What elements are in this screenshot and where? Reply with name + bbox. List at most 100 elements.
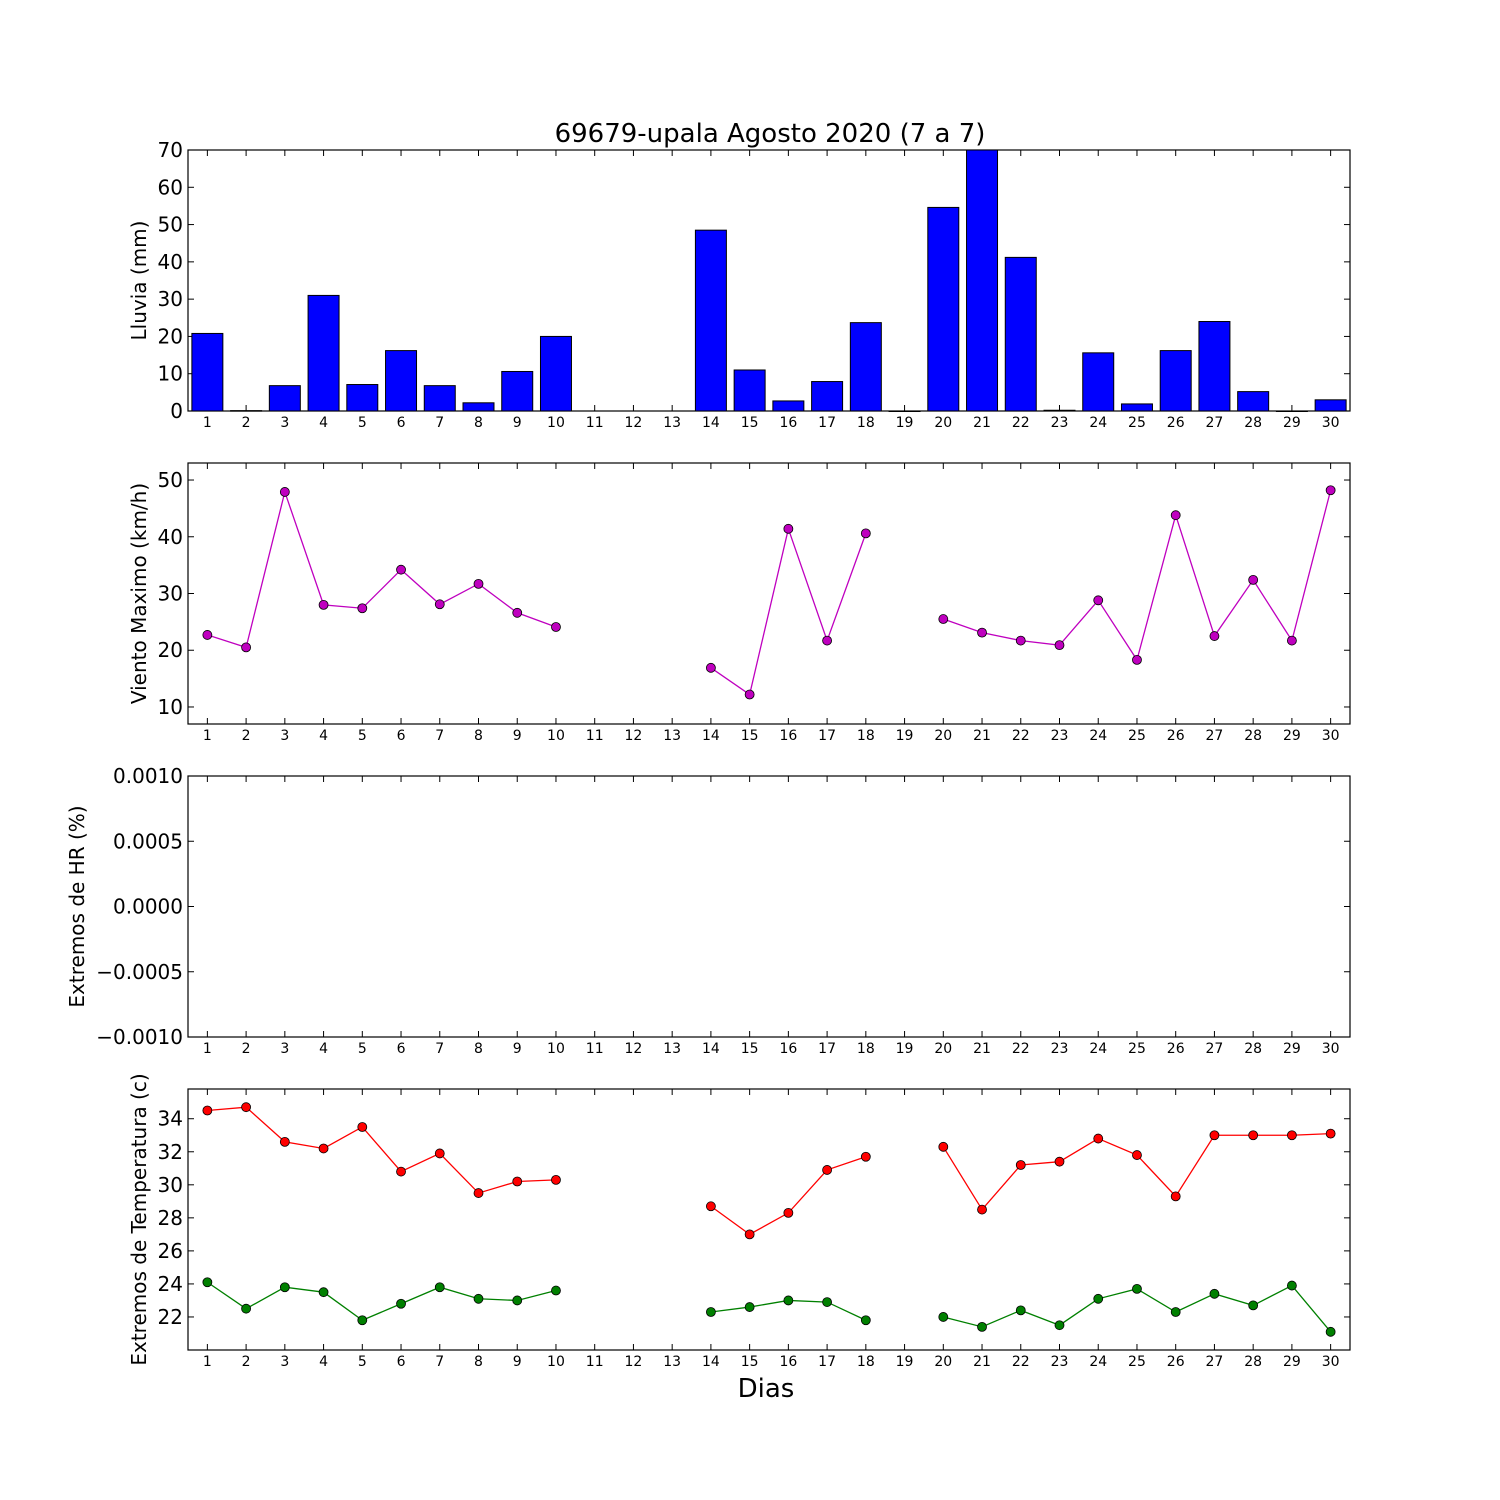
panel-3-xtick-label: 23 <box>1051 1354 1069 1370</box>
panel-1-series-0-point-day-25 <box>1132 654 1142 665</box>
rain-bar-day-10 <box>539 335 572 412</box>
panel-1-series-0-line <box>943 490 1332 662</box>
panel-1-xtick-label: 2 <box>242 728 251 744</box>
panel-1-xtick-label: 6 <box>397 728 406 744</box>
panel-0-xtick-label: 3 <box>280 415 289 431</box>
rain-bar-day-14 <box>694 229 727 412</box>
panel-1-xtick-label: 7 <box>435 728 444 744</box>
rain-bar-day-22 <box>1004 256 1037 412</box>
rain-bar-day-5 <box>346 384 379 412</box>
panel-3-xtick-label: 14 <box>702 1354 720 1370</box>
panel-1-series-0-line <box>207 489 557 649</box>
panel-0-xtick-label: 26 <box>1167 415 1185 431</box>
panel-1-xtick-label: 24 <box>1089 728 1107 744</box>
panel-3-ytick-label: 26 <box>158 1239 183 1263</box>
panel-3-xtick-label: 12 <box>625 1354 643 1370</box>
panel-3-xtick-label: 22 <box>1012 1354 1030 1370</box>
panel-3-xtick-label: 19 <box>896 1354 914 1370</box>
panel-2-xtick-label: 28 <box>1244 1041 1262 1057</box>
panel-0-xtick-label: 12 <box>625 415 643 431</box>
panel-0-xtick-label: 2 <box>242 415 251 431</box>
panel-3-series-0-point-day-21 <box>977 1204 987 1215</box>
rain-bar-day-1 <box>191 332 224 412</box>
panel-3-series-1-point-day-5 <box>357 1315 368 1326</box>
panel-3-series-0-point-day-23 <box>1054 1156 1065 1167</box>
panel-3-series-1-point-day-29 <box>1287 1280 1297 1291</box>
rain-bar-day-30 <box>1314 399 1347 412</box>
rain-bar-day-26 <box>1159 350 1192 412</box>
panel-3-series-0-point-day-6 <box>396 1166 406 1177</box>
panel-3-series-0-point-day-5 <box>357 1122 368 1132</box>
panel-3-xtick-label: 6 <box>397 1354 406 1370</box>
panel-1-series-0-point-day-29 <box>1287 635 1297 646</box>
panel-0-ytick-label: 40 <box>158 250 183 274</box>
panel-2-xtick-label: 8 <box>474 1041 483 1057</box>
panel-1-series-0-point-day-2 <box>241 642 252 653</box>
panel-1-series-0-line <box>710 526 867 696</box>
rain-bar-day-8 <box>462 402 495 412</box>
panel-2-xtick-label: 14 <box>702 1041 720 1057</box>
rain-bar-day-27 <box>1198 321 1231 412</box>
panel-1-xtick-label: 25 <box>1128 728 1146 744</box>
panel-1-xtick-label: 27 <box>1206 728 1224 744</box>
rain-bar-day-16 <box>772 400 805 412</box>
panel-3-series-0-point-day-9 <box>512 1176 523 1187</box>
panel-0-ytick-label: 10 <box>158 362 183 386</box>
panel-0-xtick-label: 18 <box>857 415 875 431</box>
panel-3-xtick-label: 24 <box>1089 1354 1107 1370</box>
panel-0-xtick-label: 30 <box>1322 415 1340 431</box>
panel-0-xtick-label: 9 <box>513 415 522 431</box>
panel-3-series-1-point-day-25 <box>1132 1283 1142 1294</box>
panel-2-xtick-label: 29 <box>1283 1041 1301 1057</box>
panel-0-ytick-label: 20 <box>158 324 183 348</box>
panel-3-xtick-label: 17 <box>818 1354 836 1370</box>
panel-3-ytick-label: 34 <box>158 1107 183 1131</box>
panel-3-series-1-point-day-20 <box>938 1312 949 1322</box>
panel-3-series-0-line <box>710 1156 867 1236</box>
panel-3-xlabel: Dias <box>738 1374 795 1404</box>
rain-bar-day-9 <box>501 370 534 412</box>
panel-3-series-1-point-day-14 <box>706 1307 716 1317</box>
panel-3-series-1-point-day-18 <box>860 1315 871 1326</box>
panel-1-series-0-point-day-18 <box>860 528 871 539</box>
panel-2-xtick-label: 24 <box>1089 1041 1107 1057</box>
panel-3-ytick-label: 24 <box>158 1272 183 1296</box>
panel-2-xtick-label: 6 <box>397 1041 406 1057</box>
panel-0-xtick-label: 24 <box>1089 415 1107 431</box>
panel-2-xtick-label: 16 <box>779 1041 797 1057</box>
panel-2-xtick-label: 15 <box>741 1041 759 1057</box>
panel-0-xtick-label: 14 <box>702 415 720 431</box>
panel-1-series-0-point-day-4 <box>318 599 329 610</box>
panel-3-xtick-label: 27 <box>1206 1354 1224 1370</box>
rain-bar-day-2 <box>230 410 263 412</box>
panel-3-xtick-label: 29 <box>1283 1354 1301 1370</box>
panel-1-xtick-label: 16 <box>779 728 797 744</box>
panel-0-xtick-label: 20 <box>934 415 952 431</box>
panel-0-ytick-label: 60 <box>158 175 183 199</box>
panel-3-xtick-label: 2 <box>242 1354 251 1370</box>
panel-3-series-1-point-day-7 <box>434 1282 445 1293</box>
panel-2-xtick-label: 26 <box>1167 1041 1185 1057</box>
panel-0-ylabel: Lluvia (mm) <box>127 221 151 341</box>
panel-1-series-0-point-day-8 <box>473 578 484 589</box>
rain-bar-day-19 <box>888 410 921 412</box>
panel-1-series-0-point-day-14 <box>706 662 716 673</box>
panel-1-xtick-label: 20 <box>934 728 952 744</box>
panel-1-xtick-label: 15 <box>741 728 759 744</box>
panel-2-ytick-label: −0.0010 <box>96 1025 183 1049</box>
panel-1-xtick-label: 28 <box>1244 728 1262 744</box>
panel-3-series-1-point-day-30 <box>1325 1326 1336 1337</box>
panel-2-xtick-label: 22 <box>1012 1041 1030 1057</box>
panel-3-series-0-point-day-25 <box>1132 1150 1142 1160</box>
panel-3-xtick-label: 28 <box>1244 1354 1262 1370</box>
panel-3-series-0-line <box>942 1132 1331 1211</box>
panel-1-series-0-point-day-15 <box>744 689 755 700</box>
panel-2-xtick-label: 19 <box>896 1041 914 1057</box>
panel-2-xtick-label: 25 <box>1128 1041 1146 1057</box>
panel-1-xtick-label: 11 <box>586 728 604 744</box>
panel-1-series-0-point-day-1 <box>202 630 213 640</box>
panel-1-xtick-label: 21 <box>973 728 991 744</box>
panel-3-xtick-label: 30 <box>1322 1354 1340 1370</box>
panel-0-xtick-label: 15 <box>741 415 759 431</box>
